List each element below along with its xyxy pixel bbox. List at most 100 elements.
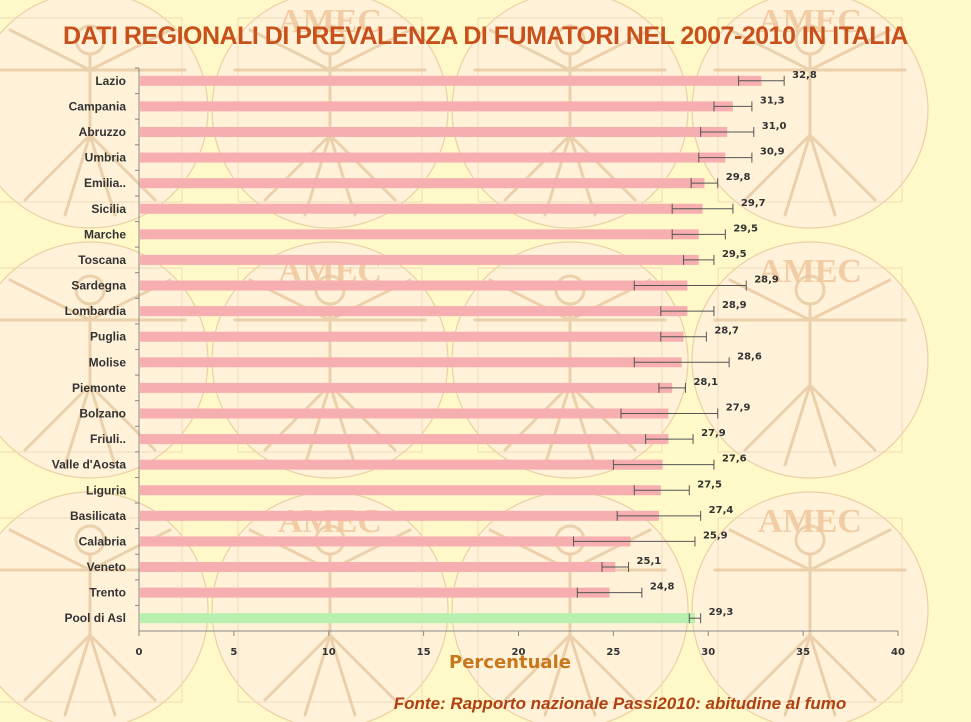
bar bbox=[140, 459, 663, 470]
x-tick-label: 10 bbox=[322, 647, 336, 658]
data-label: 29,8 bbox=[726, 172, 751, 183]
bar bbox=[140, 536, 631, 547]
figure-leg-spread bbox=[88, 633, 157, 702]
figure-leg-spread bbox=[568, 633, 637, 702]
figure-leg bbox=[783, 633, 812, 717]
bar bbox=[140, 152, 726, 163]
amec-watermark: AMEC bbox=[758, 253, 862, 290]
bar bbox=[140, 254, 699, 265]
x-tick-label: 15 bbox=[417, 647, 431, 658]
figure-leg bbox=[543, 133, 572, 217]
x-tick-label: 25 bbox=[606, 647, 620, 658]
figure-leg bbox=[568, 383, 597, 467]
category-label: Sardegna bbox=[71, 279, 126, 293]
figure-leg-spread bbox=[23, 133, 92, 202]
figure-leg-spread bbox=[808, 383, 877, 452]
vitruvian-figure bbox=[713, 274, 907, 467]
category-label: Calabria bbox=[79, 534, 127, 548]
figure-leg-spread bbox=[568, 133, 637, 202]
vitruvian-figure bbox=[473, 24, 667, 217]
figure-arm-up bbox=[728, 528, 812, 572]
figure-leg bbox=[543, 633, 572, 717]
x-tick-label: 5 bbox=[230, 647, 237, 658]
figure-leg-spread bbox=[328, 133, 397, 202]
bar bbox=[140, 562, 616, 573]
data-label: 31,3 bbox=[760, 95, 785, 106]
figure-leg bbox=[88, 133, 117, 217]
data-label: 28,1 bbox=[693, 377, 718, 388]
data-label: 28,7 bbox=[714, 326, 739, 337]
figure-leg-spread bbox=[503, 633, 572, 702]
vitruvian-square bbox=[717, 267, 903, 453]
pool-bar bbox=[140, 613, 695, 624]
category-label: Molise bbox=[89, 355, 127, 369]
category-label: Emilia.. bbox=[84, 176, 126, 190]
figure-leg bbox=[88, 383, 117, 467]
vitruvian-square bbox=[0, 517, 183, 703]
bar bbox=[140, 510, 659, 521]
figure-leg-spread bbox=[263, 633, 332, 702]
figure-leg bbox=[63, 383, 92, 467]
figure-arm-up bbox=[488, 28, 572, 72]
category-label: Lombardia bbox=[65, 304, 127, 318]
data-label: 28,9 bbox=[754, 275, 779, 286]
bar bbox=[140, 434, 669, 445]
figure-leg-spread bbox=[263, 133, 332, 202]
category-label: Friuli.. bbox=[90, 432, 126, 446]
bar bbox=[140, 126, 728, 137]
amec-watermark: AMEC bbox=[758, 503, 862, 540]
figure-leg-spread bbox=[88, 133, 157, 202]
category-label: Trento bbox=[89, 586, 126, 600]
amec-watermark: AMEC bbox=[278, 3, 382, 40]
figure-arm-up bbox=[328, 28, 412, 72]
figure-leg-spread bbox=[743, 383, 812, 452]
figure-arm-up bbox=[568, 28, 652, 72]
data-label: 31,0 bbox=[762, 121, 787, 132]
data-label: 25,1 bbox=[637, 556, 662, 567]
figure-leg bbox=[303, 633, 332, 717]
amec-watermark: AMEC bbox=[278, 503, 382, 540]
figure-leg-spread bbox=[808, 633, 877, 702]
bar bbox=[140, 382, 673, 393]
category-label: Liguria bbox=[86, 483, 126, 497]
category-label: Marche bbox=[84, 227, 126, 241]
bar bbox=[140, 485, 661, 496]
vitruvian-figure bbox=[713, 524, 907, 717]
figure-leg bbox=[783, 383, 812, 467]
figure-leg bbox=[808, 633, 837, 717]
figure-leg bbox=[303, 133, 332, 217]
vitruvian-figure bbox=[713, 24, 907, 217]
data-label: 27,4 bbox=[709, 505, 734, 516]
bar bbox=[140, 331, 684, 342]
data-label: 29,5 bbox=[733, 223, 758, 234]
x-axis-title: Percentuale bbox=[449, 652, 571, 673]
data-label: 28,6 bbox=[737, 351, 762, 362]
category-label: Basilicata bbox=[70, 509, 126, 523]
figure-leg bbox=[63, 133, 92, 217]
data-label: 29,7 bbox=[741, 198, 766, 209]
data-label: 27,9 bbox=[726, 402, 751, 413]
figure-arm-up bbox=[808, 28, 892, 72]
data-label: 25,9 bbox=[703, 530, 728, 541]
bar bbox=[140, 306, 688, 317]
vitruvian-figure bbox=[233, 24, 427, 217]
category-label: Toscana bbox=[78, 253, 126, 267]
data-label: 27,5 bbox=[697, 479, 722, 490]
page-title: DATI REGIONALI DI PREVALENZA DI FUMATORI… bbox=[63, 22, 908, 50]
figure-arm-up bbox=[808, 528, 892, 572]
bar bbox=[140, 229, 699, 240]
figure-leg bbox=[88, 633, 117, 717]
figure-leg bbox=[328, 633, 357, 717]
category-label: Piemonte bbox=[72, 381, 126, 395]
figure-leg bbox=[328, 383, 357, 467]
amec-watermark: AMEC bbox=[758, 3, 862, 40]
bar bbox=[140, 587, 610, 598]
figure-leg bbox=[568, 133, 597, 217]
x-tick-label: 20 bbox=[512, 647, 526, 658]
figure-leg-spread bbox=[23, 633, 92, 702]
figure-leg-spread bbox=[743, 633, 812, 702]
bar bbox=[140, 408, 669, 419]
figure-leg bbox=[63, 633, 92, 717]
figure-arm-up bbox=[248, 28, 332, 72]
figure-leg bbox=[568, 633, 597, 717]
